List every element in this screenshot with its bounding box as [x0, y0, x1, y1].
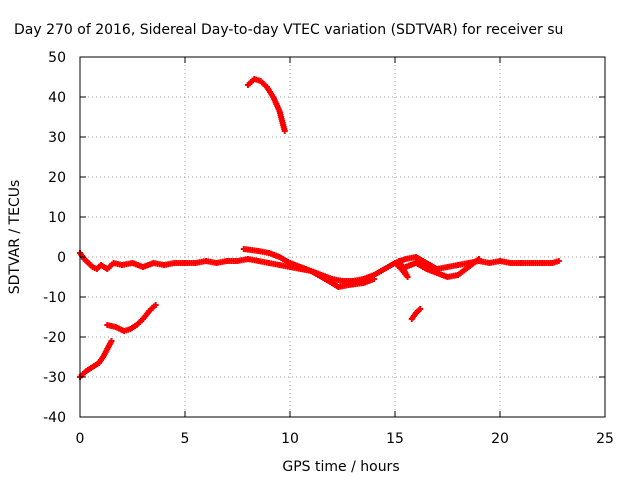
data-point [108, 338, 115, 344]
y-tick-label: -30 [43, 370, 66, 386]
y-tick-label: 30 [48, 130, 66, 146]
y-tick-label: 0 [57, 250, 66, 266]
y-tick-label: -40 [43, 410, 66, 426]
x-tick-label: 15 [386, 431, 404, 447]
y-axis-label: SDTVAR / TECUs [7, 180, 23, 295]
y-tick-label: 10 [48, 210, 66, 226]
y-tick-label: 40 [48, 90, 66, 106]
data-points [77, 76, 562, 380]
plot-frame [79, 56, 606, 418]
x-tick-label: 10 [281, 431, 299, 447]
data-point [555, 258, 562, 264]
y-tick-label: -20 [43, 330, 66, 346]
data-point [152, 302, 159, 308]
x-tick-label: 0 [76, 431, 85, 447]
y-tick-label: -10 [43, 290, 66, 306]
data-point [371, 276, 377, 282]
data-point [396, 258, 403, 264]
chart-title: Day 270 of 2016, Sidereal Day-to-day VTE… [14, 22, 563, 38]
y-tick-label: 50 [48, 50, 66, 66]
grid [80, 57, 605, 417]
axis-ticks: 0 5 10 15 20 25 -40 -30 -20 -10 0 10 20 30 40 50 [43, 50, 614, 447]
x-tick-label: 25 [596, 431, 614, 447]
x-tick-label: 5 [181, 431, 190, 447]
data-point [417, 306, 424, 312]
x-axis-label: GPS time / hours [282, 459, 399, 475]
data-point [476, 256, 482, 262]
x-tick-label: 20 [491, 431, 509, 447]
data-point [281, 128, 288, 134]
y-tick-label: 20 [48, 170, 66, 186]
